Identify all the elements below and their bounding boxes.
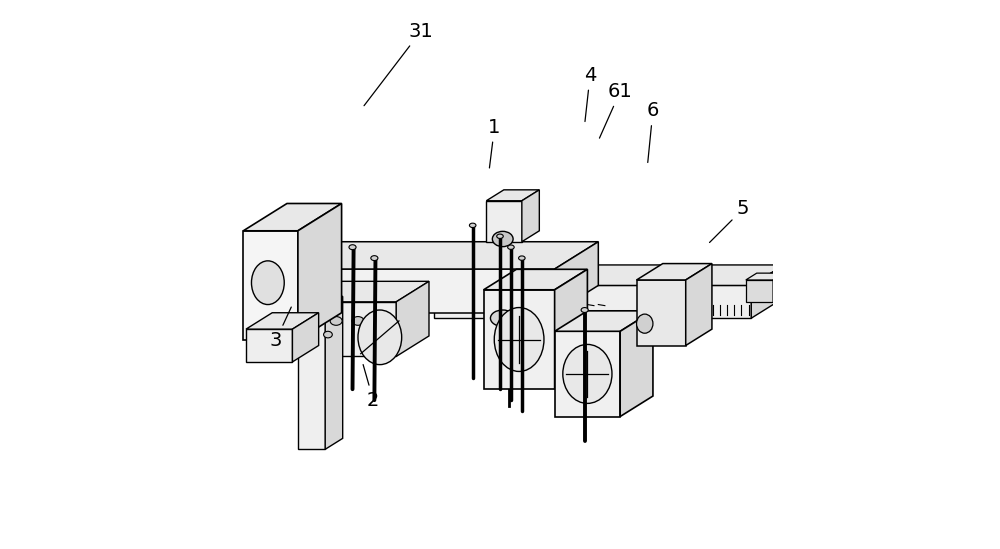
Ellipse shape [349,245,356,250]
Polygon shape [434,285,751,318]
Text: 2: 2 [363,365,379,410]
Ellipse shape [469,223,476,227]
Polygon shape [434,265,784,285]
Polygon shape [620,311,653,417]
Polygon shape [396,281,429,356]
Polygon shape [751,265,784,318]
Polygon shape [292,313,319,362]
Ellipse shape [358,310,402,365]
Ellipse shape [371,256,378,261]
Text: 5: 5 [710,199,749,243]
Ellipse shape [563,344,612,404]
Polygon shape [298,281,429,302]
Polygon shape [298,296,343,307]
Ellipse shape [330,317,342,326]
Polygon shape [637,280,686,345]
Text: 31: 31 [364,22,433,106]
Polygon shape [746,273,784,280]
Ellipse shape [307,331,316,338]
Ellipse shape [492,231,513,247]
Polygon shape [298,302,396,356]
Ellipse shape [251,261,284,305]
Ellipse shape [637,314,653,333]
Ellipse shape [352,317,364,326]
Text: 6: 6 [647,101,659,163]
Polygon shape [773,273,784,302]
Text: 3: 3 [270,307,291,350]
Text: 4: 4 [584,66,596,121]
Polygon shape [486,201,522,242]
Ellipse shape [324,331,332,338]
Polygon shape [298,307,325,449]
Polygon shape [555,270,587,389]
Polygon shape [686,264,712,345]
Polygon shape [555,242,598,313]
Polygon shape [271,269,555,313]
Polygon shape [484,290,555,389]
Polygon shape [325,296,343,449]
Polygon shape [555,331,620,417]
Polygon shape [246,313,319,329]
Ellipse shape [519,256,525,260]
Ellipse shape [508,245,514,249]
Polygon shape [484,270,587,290]
Polygon shape [246,329,292,362]
Polygon shape [243,204,342,231]
Polygon shape [746,280,773,302]
Ellipse shape [308,317,320,326]
Polygon shape [271,242,598,269]
Text: 1: 1 [488,117,501,168]
Ellipse shape [490,310,515,327]
Polygon shape [298,204,342,340]
Ellipse shape [581,307,588,312]
Ellipse shape [497,234,503,238]
Polygon shape [486,190,539,201]
Text: 61: 61 [599,82,633,138]
Polygon shape [555,311,653,331]
Ellipse shape [494,307,544,372]
Polygon shape [637,264,712,280]
Polygon shape [522,190,539,242]
Polygon shape [243,231,298,340]
